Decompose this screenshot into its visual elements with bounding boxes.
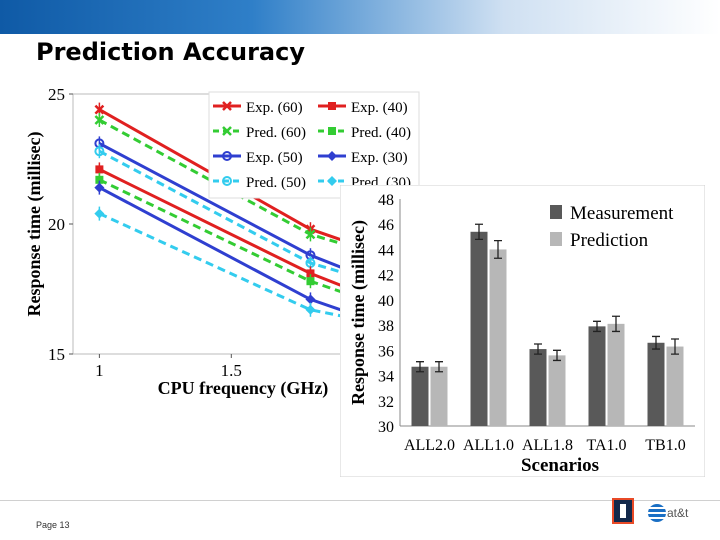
legend-marker bbox=[328, 127, 336, 135]
university-logo-icon bbox=[612, 498, 634, 524]
legend-label: Prediction bbox=[570, 230, 649, 251]
data-point bbox=[305, 229, 316, 240]
error-bar bbox=[612, 315, 620, 333]
y-tick-label: 34 bbox=[378, 369, 394, 386]
y-tick-label: 32 bbox=[378, 394, 394, 411]
data-point bbox=[306, 277, 315, 286]
legend-marker bbox=[222, 176, 232, 186]
category-label: ALL1.8 bbox=[522, 437, 573, 454]
legend-swatch bbox=[550, 205, 562, 219]
y-tick-label: 38 bbox=[378, 318, 394, 335]
legend-marker bbox=[327, 176, 337, 186]
data-point bbox=[306, 269, 315, 278]
legend-marker bbox=[222, 151, 232, 161]
bar-0 bbox=[529, 349, 547, 426]
legend-marker bbox=[327, 151, 337, 161]
x-tick-label: 1 bbox=[95, 361, 104, 380]
y-tick-label: 48 bbox=[378, 192, 394, 209]
bar-0 bbox=[411, 366, 429, 426]
x-tick-label: 1.5 bbox=[221, 361, 242, 380]
legend-label: Measurement bbox=[570, 203, 674, 224]
error-bar bbox=[671, 338, 679, 355]
legend-marker bbox=[328, 102, 336, 110]
att-globe-icon bbox=[648, 504, 666, 522]
y-tick-label: 30 bbox=[378, 419, 394, 436]
error-bar bbox=[475, 223, 483, 241]
category-label: TB1.0 bbox=[645, 437, 685, 454]
legend-label: Pred. (50) bbox=[246, 175, 306, 191]
bar-1 bbox=[666, 346, 684, 426]
y-tick-label: 15 bbox=[48, 345, 65, 364]
error-bar bbox=[494, 239, 502, 259]
data-point bbox=[94, 208, 105, 219]
series-1 bbox=[94, 113, 417, 262]
data-point bbox=[305, 304, 316, 315]
page-title: Prediction Accuracy bbox=[36, 38, 305, 66]
legend-box bbox=[208, 91, 420, 199]
data-point bbox=[95, 175, 104, 184]
legend-label: Exp. (60) bbox=[246, 100, 303, 116]
att-logo: at&t bbox=[667, 506, 689, 520]
bar-0 bbox=[588, 326, 606, 426]
legend-marker bbox=[222, 101, 232, 111]
error-bar bbox=[652, 335, 660, 350]
y-tick-label: 20 bbox=[48, 215, 65, 234]
error-bar bbox=[534, 343, 542, 355]
data-point bbox=[94, 182, 105, 193]
bar-1 bbox=[548, 355, 566, 426]
error-bar bbox=[435, 361, 443, 373]
y-tick-label: 44 bbox=[378, 242, 394, 259]
series-line bbox=[98, 149, 417, 291]
error-bar bbox=[416, 361, 424, 373]
bar-0 bbox=[470, 231, 488, 426]
data-point bbox=[94, 104, 105, 115]
chart-panel bbox=[340, 185, 705, 477]
category-label: TA1.0 bbox=[586, 437, 626, 454]
bar-1 bbox=[430, 366, 448, 426]
series-line bbox=[98, 118, 417, 262]
legend-label: Exp. (40) bbox=[351, 100, 408, 116]
bar-0 bbox=[647, 342, 665, 426]
footer-divider bbox=[0, 500, 720, 501]
y-axis-label: Response time (millisec) bbox=[24, 132, 45, 317]
legend-marker bbox=[222, 126, 232, 136]
bar-1 bbox=[489, 249, 507, 426]
category-label: ALL1.0 bbox=[463, 437, 514, 454]
data-point bbox=[305, 294, 316, 305]
y-tick-label: 40 bbox=[378, 293, 394, 310]
x-axis-label: Scenarios bbox=[521, 455, 599, 476]
y-tick-label: 25 bbox=[48, 85, 65, 104]
data-point bbox=[95, 165, 104, 174]
legend-label: Exp. (30) bbox=[351, 150, 408, 166]
y-axis-label: Response time (millisec) bbox=[348, 220, 369, 405]
page-number: Page 13 bbox=[36, 520, 70, 530]
legend-label: Exp. (50) bbox=[246, 150, 303, 166]
legend-swatch bbox=[550, 232, 562, 246]
bar-1 bbox=[607, 323, 625, 426]
legend-label: Pred. (40) bbox=[351, 125, 411, 141]
x-axis-label: CPU frequency (GHz) bbox=[158, 378, 329, 399]
header-bar bbox=[0, 0, 720, 34]
data-point bbox=[94, 146, 105, 157]
y-tick-label: 36 bbox=[378, 343, 394, 360]
scenario-bar-chart: 30 32 34 36 38 40 42 44 46 48 ALL2.0 ALL1.0 ALL1.8 TA… bbox=[340, 185, 705, 477]
y-tick-label: 46 bbox=[378, 217, 394, 234]
category-label: ALL2.0 bbox=[404, 437, 455, 454]
error-bar bbox=[593, 320, 601, 333]
legend-label: Pred. (60) bbox=[246, 125, 306, 141]
y-tick-label: 42 bbox=[378, 268, 394, 285]
error-bar bbox=[553, 349, 561, 362]
data-point bbox=[94, 115, 105, 125]
